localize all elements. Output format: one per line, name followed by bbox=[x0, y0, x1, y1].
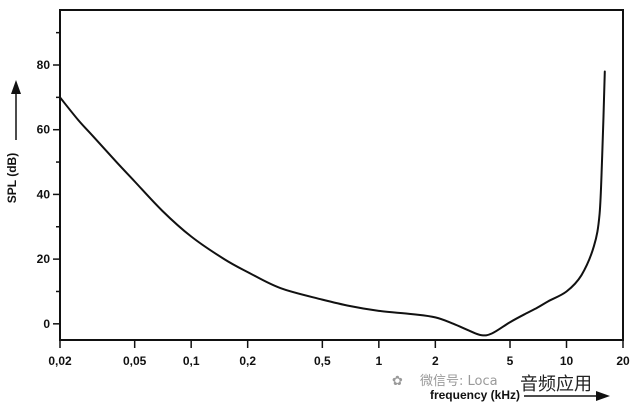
watermark-text: 微信号: Loca bbox=[420, 374, 498, 389]
y-tick-label: 60 bbox=[37, 123, 51, 137]
y-tick-label: 20 bbox=[37, 252, 51, 266]
y-tick-label: 0 bbox=[43, 317, 50, 331]
spl-curve bbox=[59, 70, 606, 337]
x-tick-label: 1 bbox=[375, 354, 382, 368]
plot-frame bbox=[59, 9, 624, 341]
watermark: ✿ 微信号: Loca 音频应用 bbox=[392, 374, 592, 395]
x-tick-label: 20 bbox=[616, 354, 630, 368]
x-tick-label: 0,5 bbox=[314, 354, 331, 368]
y-axis-arrow bbox=[11, 80, 21, 140]
y-axis-label: SPL (dB) bbox=[5, 153, 19, 203]
y-tick-label: 80 bbox=[37, 58, 51, 72]
x-tick-label: 2 bbox=[432, 354, 439, 368]
y-axis-ticks: 0 20 40 60 80 bbox=[37, 31, 60, 331]
y-tick-label: 40 bbox=[37, 187, 51, 201]
wechat-icon: ✿ bbox=[392, 374, 403, 389]
x-tick-label: 5 bbox=[507, 354, 514, 368]
x-axis-ticks: 0,02 0,05 0,1 0,2 0,5 1 2 5 10 20 bbox=[48, 340, 630, 368]
watermark-overlay: 音频应用 bbox=[520, 374, 592, 395]
x-tick-label: 0,1 bbox=[183, 354, 200, 368]
x-axis-arrow bbox=[524, 391, 610, 401]
x-tick-label: 0,02 bbox=[48, 354, 72, 368]
x-tick-label: 0,2 bbox=[239, 354, 256, 368]
x-axis-label: frequency (kHz) bbox=[430, 388, 520, 402]
x-tick-label: 10 bbox=[560, 354, 574, 368]
x-tick-label: 0,05 bbox=[123, 354, 147, 368]
